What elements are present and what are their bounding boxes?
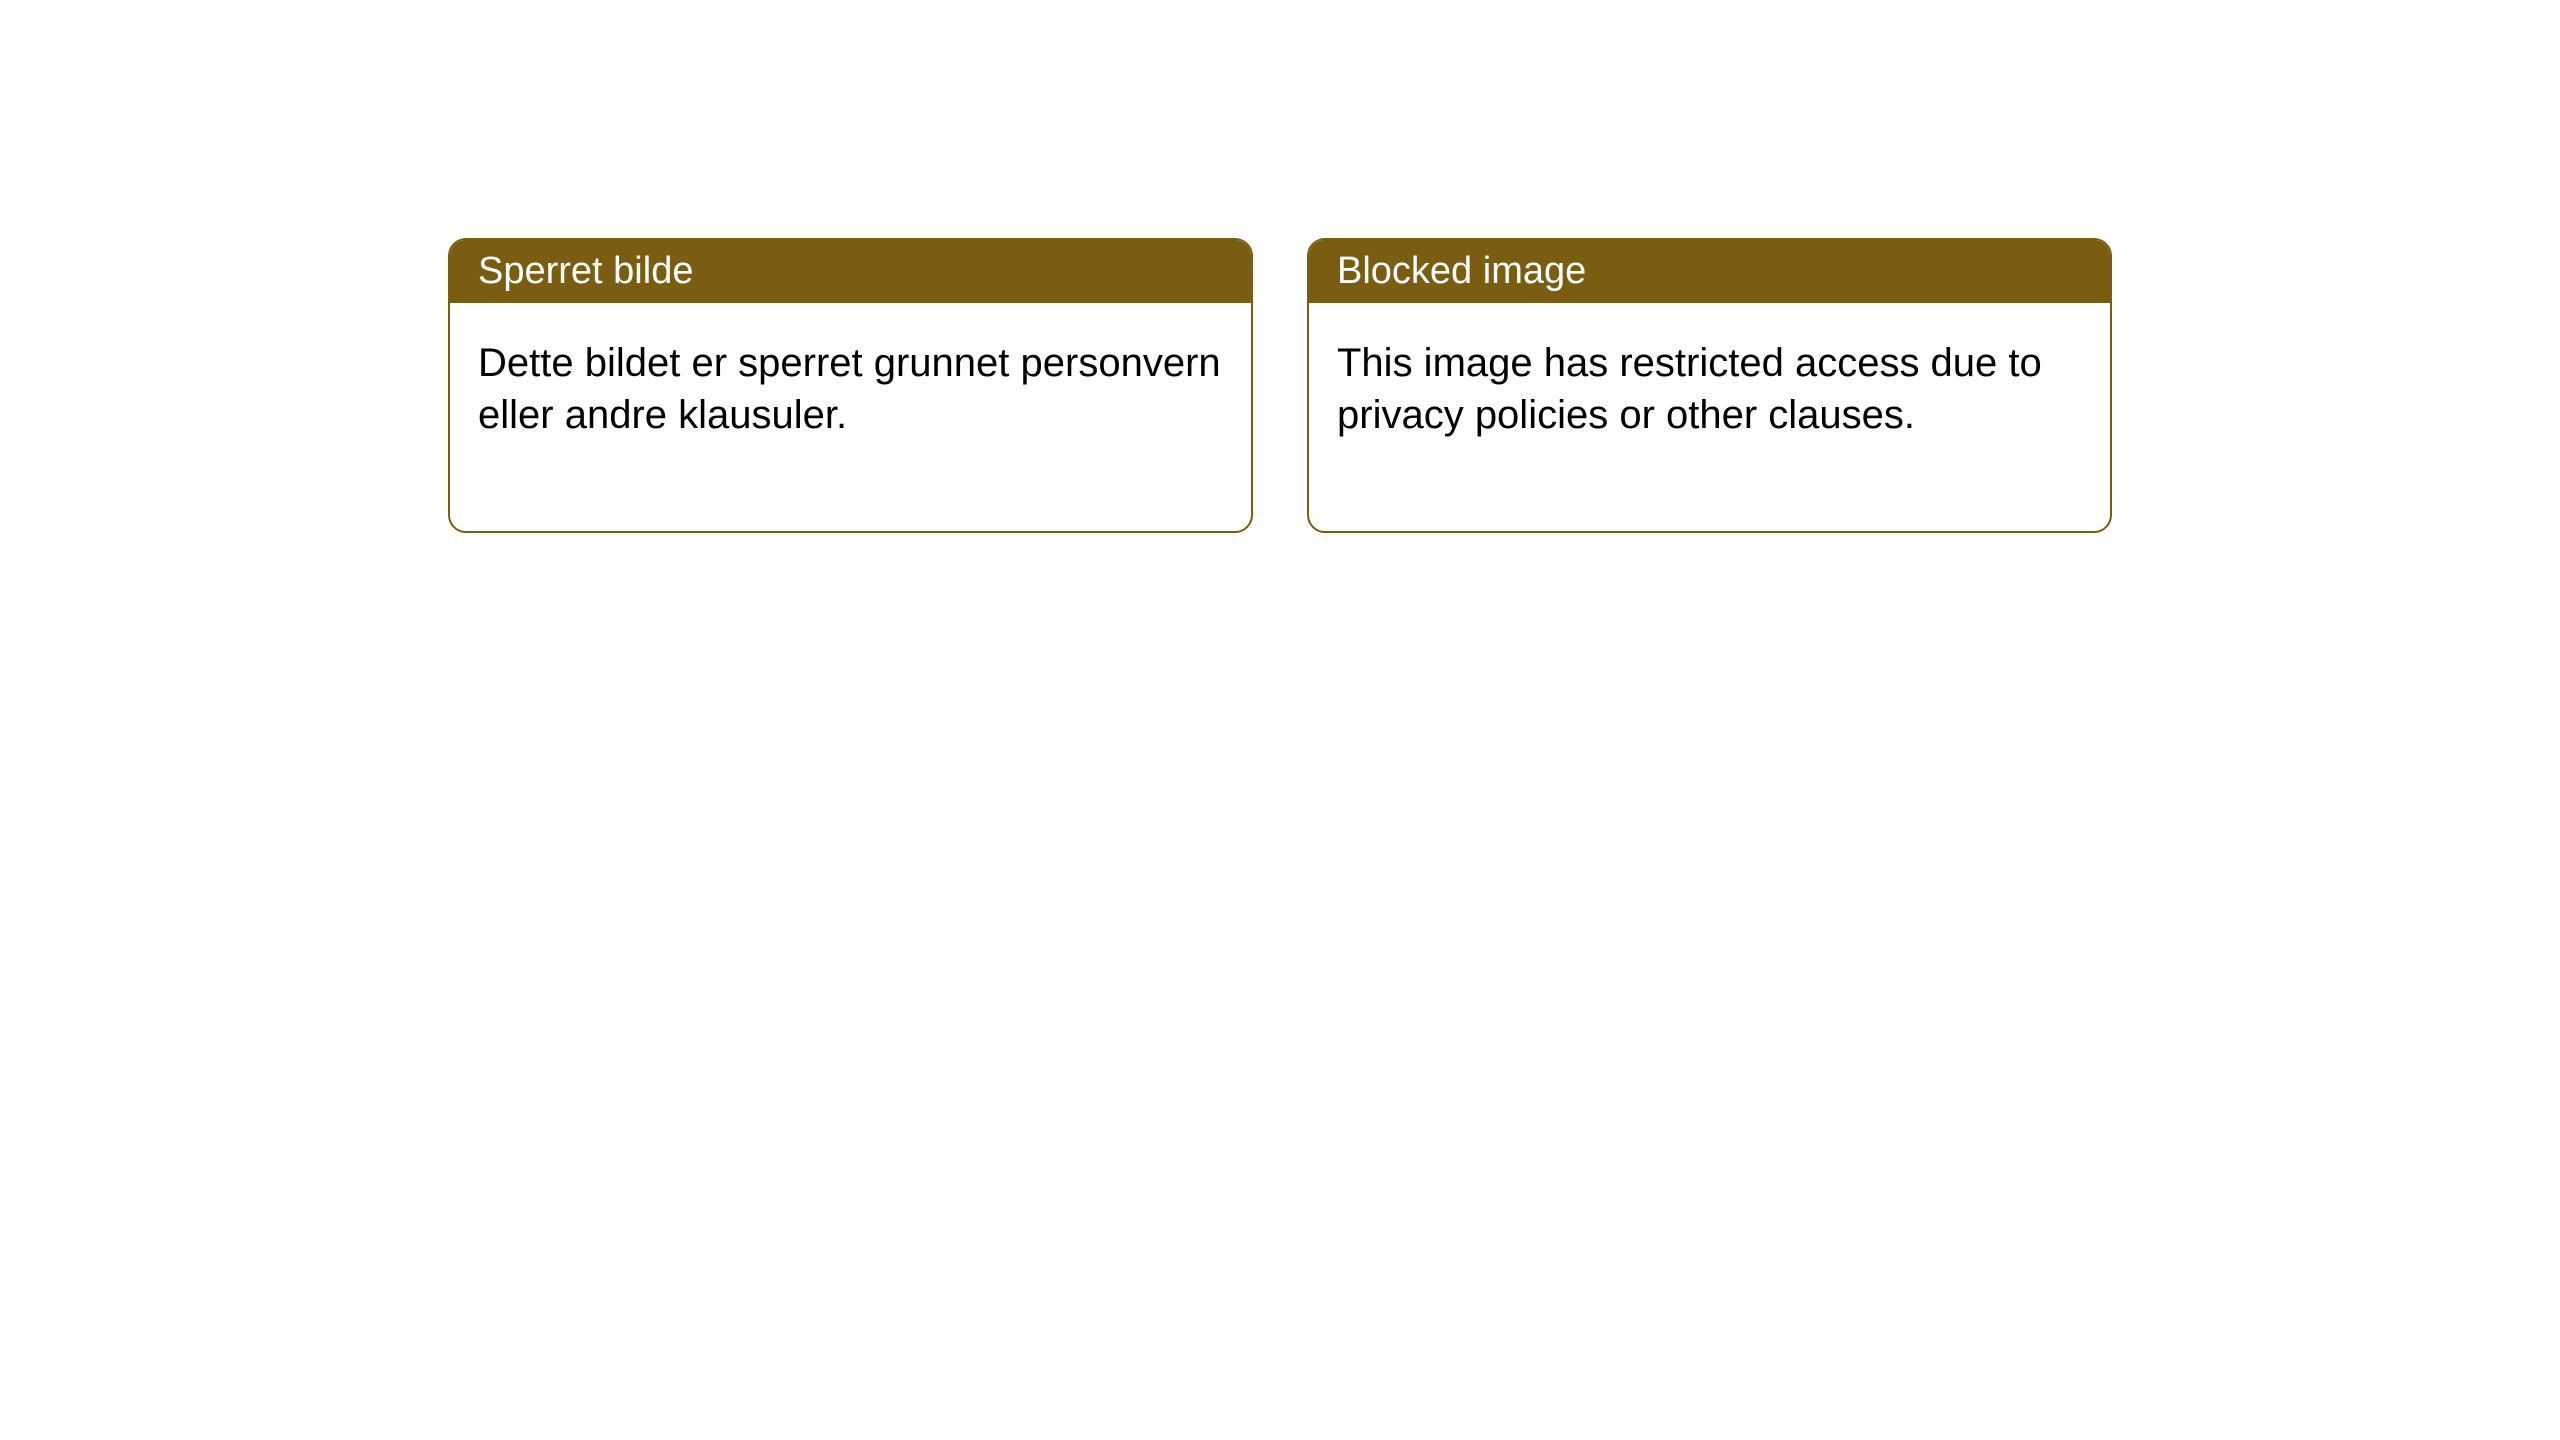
- card-header: Sperret bilde: [450, 240, 1251, 303]
- blocked-image-card-norwegian: Sperret bilde Dette bildet er sperret gr…: [448, 238, 1253, 533]
- card-body: This image has restricted access due to …: [1309, 303, 2110, 531]
- card-container: Sperret bilde Dette bildet er sperret gr…: [0, 0, 2560, 533]
- blocked-image-card-english: Blocked image This image has restricted …: [1307, 238, 2112, 533]
- card-header: Blocked image: [1309, 240, 2110, 303]
- card-body: Dette bildet er sperret grunnet personve…: [450, 303, 1251, 531]
